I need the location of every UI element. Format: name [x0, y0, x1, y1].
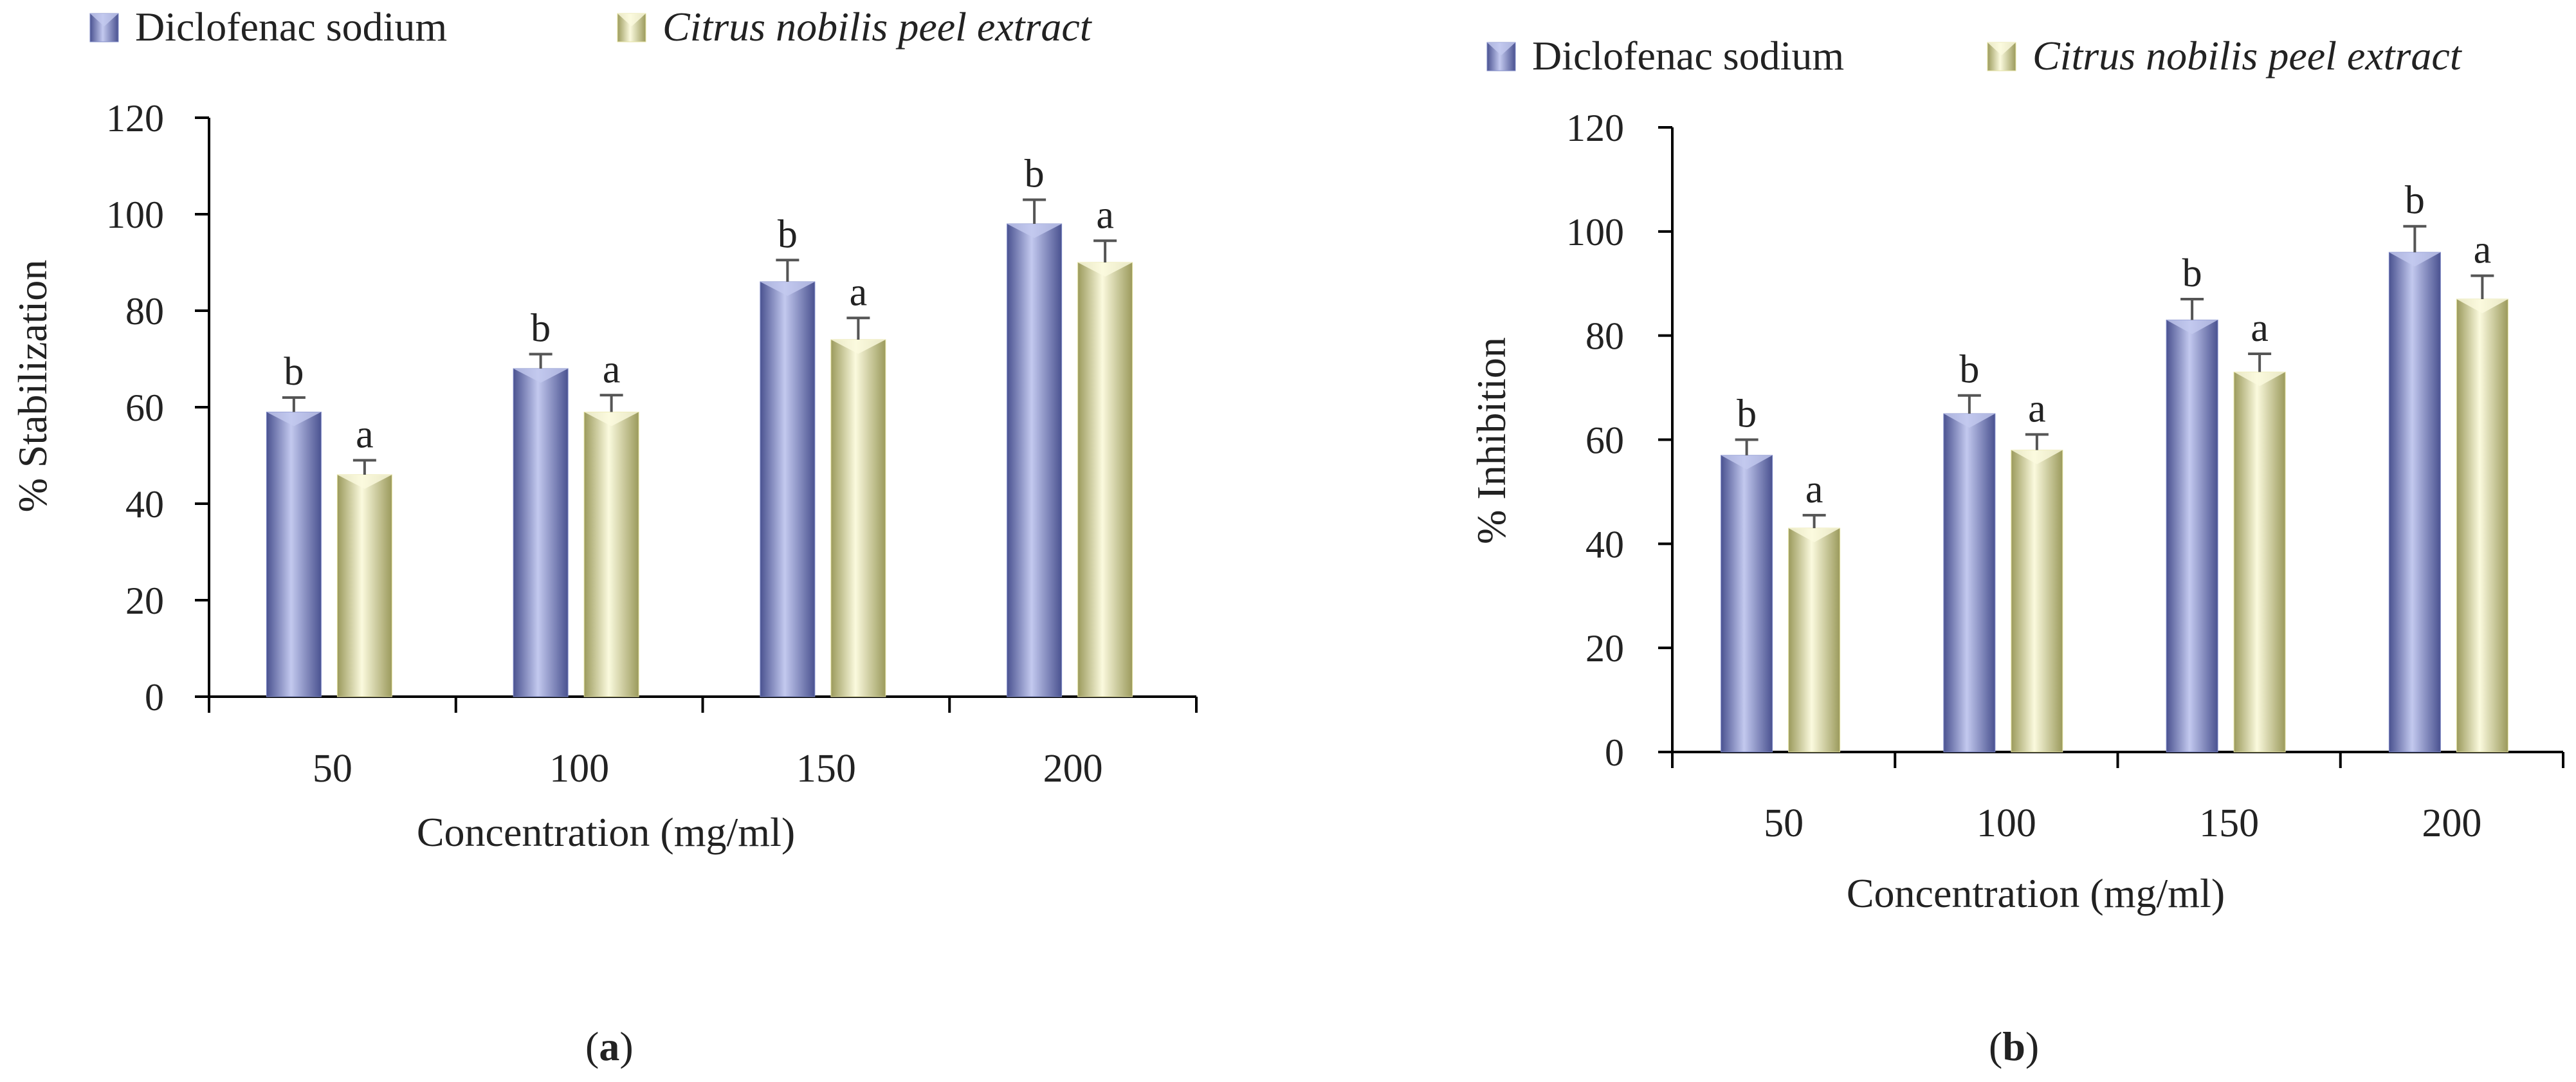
y-tick-label-b-20: 20	[1585, 627, 1624, 670]
panel-label-a-letter: a	[599, 1023, 620, 1069]
y-tick-label-a-20: 20	[125, 580, 164, 622]
bar-a-1-200	[1077, 262, 1133, 697]
x-axis-title-a: Concentration (mg/ml)	[417, 809, 795, 855]
bar-a-0-50	[266, 412, 322, 697]
sig-letter-a-0-50: b	[284, 350, 304, 394]
y-tick-label-b-100: 100	[1566, 211, 1624, 253]
sig-letter-a-0-100: b	[531, 307, 551, 351]
x-tick-label-b-50: 50	[1764, 802, 1804, 845]
panel-a: 0 20 40 60 80 100 120 50 100 150 200 b b b b a a a a Concen…	[10, 4, 1198, 855]
sig-letter-a-0-200: b	[1025, 152, 1045, 196]
sig-letter-a-1-150: a	[850, 270, 868, 314]
legend-label-b-0: Diclofenac sodium	[1532, 33, 1844, 78]
bar-b-1-150	[2233, 371, 2286, 753]
bar-a-1-150	[830, 339, 886, 697]
legend-swatch-cap-a-1	[617, 14, 646, 26]
bar-a-1-100	[583, 412, 639, 697]
y-tick-label-b-120: 120	[1566, 107, 1624, 149]
bar-a-0-200	[1007, 223, 1063, 697]
bar-a-0-150	[760, 281, 816, 697]
legend-swatch-cap-b-1	[1987, 42, 2016, 55]
x-tick-label-b-200: 200	[2422, 802, 2481, 845]
bar-cap-a-1-200	[1077, 262, 1133, 277]
y-tick-label-a-60: 60	[125, 387, 164, 429]
sig-letter-b-1-100: a	[2028, 387, 2046, 430]
panel-b: 0 20 40 60 80 100 120 50 100 150 200 b b b b a a a a Concen…	[1468, 33, 2564, 916]
panel-label-b-letter: b	[2002, 1023, 2025, 1069]
x-tick-label-b-100: 100	[1977, 802, 2036, 845]
legend-label-a-1: Citrus nobilis peel extract	[662, 4, 1093, 50]
sig-letter-b-0-200: b	[2405, 179, 2425, 223]
y-tick-label-b-80: 80	[1585, 315, 1624, 358]
x-tick-label-a-100: 100	[549, 747, 609, 791]
sig-letter-a-1-50: a	[356, 413, 374, 457]
y-axis-title-b: % Inhibition	[1468, 337, 1514, 544]
sig-letter-b-0-100: b	[1959, 348, 1979, 392]
panel-label-a: (a)	[585, 1023, 634, 1069]
y-tick-label-b-60: 60	[1585, 419, 1624, 462]
bar-a-0-100	[513, 368, 569, 697]
x-tick-label-b-150: 150	[2199, 802, 2259, 845]
bar-b-0-100	[1943, 413, 1996, 753]
sig-letter-b-0-150: b	[2182, 252, 2202, 295]
bar-cap-b-0-200	[2389, 252, 2441, 267]
bar-cap-b-1-200	[2456, 299, 2508, 314]
bar-b-0-150	[2166, 319, 2218, 753]
y-tick-label-b-40: 40	[1585, 523, 1624, 565]
bar-a-1-50	[336, 474, 392, 697]
legend-swatch-cap-b-0	[1487, 42, 1515, 55]
y-tick-label-a-40: 40	[125, 483, 164, 526]
y-tick-label-a-120: 120	[106, 97, 164, 140]
legend-b: Diclofenac sodium Citrus nobilis peel ext…	[1486, 33, 2463, 78]
bar-b-1-100	[2011, 450, 2063, 753]
panel-label-b: (b)	[1989, 1023, 2040, 1069]
x-tick-label-a-150: 150	[796, 747, 856, 791]
sig-letter-a-0-150: b	[778, 212, 798, 256]
bar-cap-a-0-100	[513, 369, 569, 383]
x-axis-title-b: Concentration (mg/ml)	[1847, 870, 2225, 916]
bar-cap-a-0-200	[1007, 224, 1062, 238]
sig-letter-b-1-150: a	[2251, 306, 2269, 350]
sig-letter-b-0-50: b	[1737, 392, 1757, 436]
bar-cap-a-1-50	[337, 475, 392, 489]
bar-cap-a-0-150	[760, 282, 815, 296]
sig-letter-b-1-200: a	[2474, 228, 2492, 272]
bar-cap-b-1-100	[2011, 450, 2063, 464]
x-tick-label-a-200: 200	[1043, 747, 1103, 791]
bar-b-0-50	[1721, 455, 1773, 753]
sig-letter-a-1-100: a	[603, 347, 621, 391]
y-tick-label-a-0: 0	[145, 676, 164, 719]
bar-b-0-200	[2388, 252, 2441, 753]
legend-label-a-0: Diclofenac sodium	[135, 4, 447, 50]
legend-swatch-cap-a-0	[90, 14, 118, 26]
y-axis-title-a: % Stabilization	[10, 260, 55, 513]
bar-b-1-50	[1788, 527, 1841, 753]
sig-letter-b-1-50: a	[1805, 468, 1823, 511]
legend-a: Diclofenac sodium Citrus nobilis peel ext…	[89, 4, 1093, 50]
bar-cap-a-1-150	[830, 340, 886, 354]
y-tick-label-a-100: 100	[106, 194, 164, 236]
bar-cap-b-1-150	[2234, 372, 2286, 387]
bar-cap-b-0-150	[2166, 320, 2218, 335]
x-tick-label-a-50: 50	[313, 747, 352, 791]
bar-cap-b-1-50	[1788, 528, 1840, 543]
y-tick-label-b-0: 0	[1605, 731, 1624, 774]
y-tick-label-a-80: 80	[125, 290, 164, 333]
bar-cap-b-0-50	[1721, 455, 1773, 470]
bar-b-1-200	[2456, 298, 2508, 753]
bar-cap-b-0-100	[1943, 414, 1995, 428]
sig-letter-a-1-200: a	[1096, 193, 1114, 237]
bar-cap-a-0-50	[266, 412, 322, 426]
bar-cap-a-1-100	[584, 412, 639, 426]
legend-label-b-1: Citrus nobilis peel extract	[2032, 33, 2463, 78]
